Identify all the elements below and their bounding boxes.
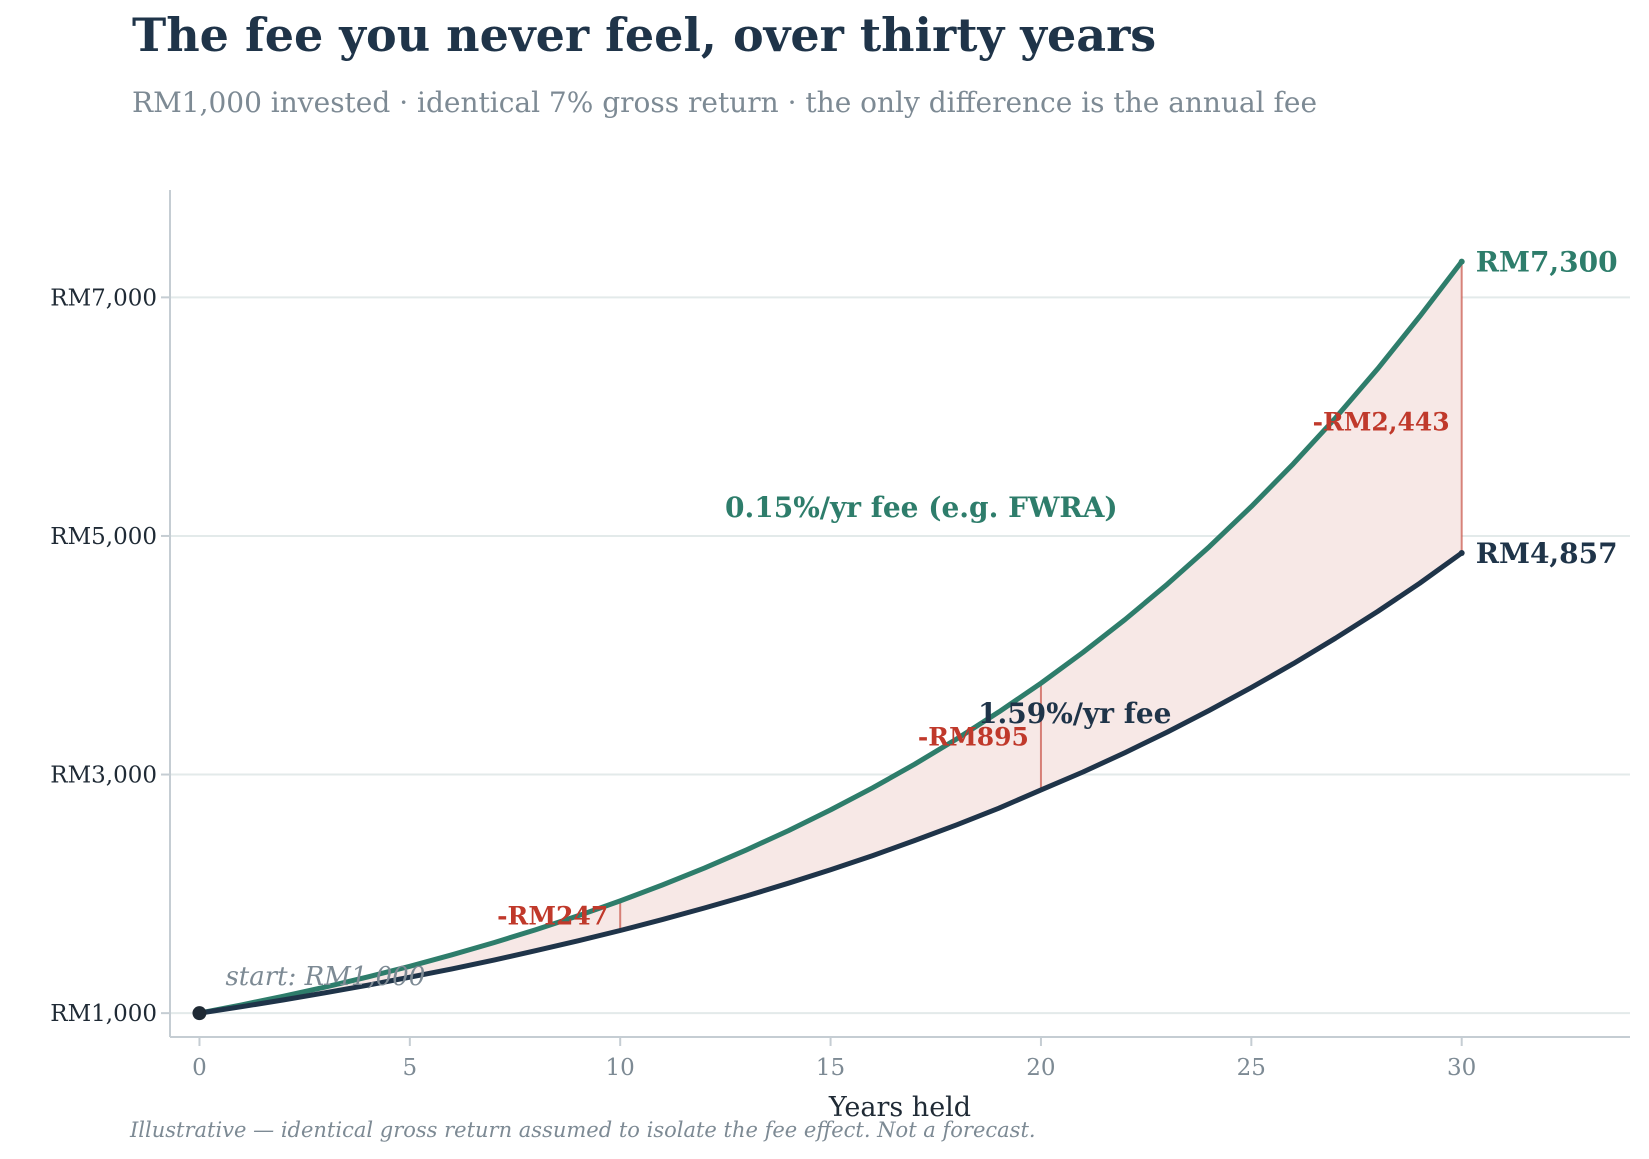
y-tick-label: RM5,000	[50, 524, 157, 550]
x-tick-label: 25	[1237, 1055, 1266, 1081]
series-label-low-fee: 0.15%/yr fee (e.g. FWRA)	[725, 491, 1118, 524]
footnote: Illustrative — identical gross return as…	[130, 1118, 1036, 1142]
x-tick-label: 15	[816, 1055, 845, 1081]
start-label: start: RM1,000	[225, 962, 425, 992]
start-point-marker	[192, 1006, 207, 1021]
y-tick-label: RM7,000	[50, 285, 157, 311]
series-label-high-fee: 1.59%/yr fee	[978, 697, 1171, 730]
x-axis-label: Years held	[828, 1092, 971, 1123]
chart-subtitle: RM1,000 invested · identical 7% gross re…	[132, 86, 1318, 119]
gap-label-year-10: -RM247	[497, 902, 608, 931]
x-tick-label: 0	[192, 1055, 207, 1081]
axes-layer: RM1,000 RM3,000 RM5,000 RM7,000 0 5 10 15 20 25 30	[50, 190, 1630, 1081]
labels-layer: 0.15%/yr fee (e.g. FWRA) 1.59%/yr fee RM…	[225, 246, 1617, 1123]
end-value-label-low-fee: RM7,300	[1476, 246, 1618, 279]
marks-layer	[192, 258, 1465, 1021]
gap-label-year-30: -RM2,443	[1313, 408, 1450, 437]
chart-title: The fee you never feel, over thirty year…	[132, 8, 1157, 62]
end-point-low-fee	[1458, 258, 1465, 265]
y-tick-label: RM1,000	[50, 1001, 157, 1027]
y-tick-label: RM3,000	[50, 763, 157, 789]
fee-gap-area	[199, 261, 1462, 1014]
x-tick-label: 30	[1447, 1055, 1476, 1081]
series-line-low-fee	[197, 259, 1465, 1016]
end-point-high-fee	[1458, 550, 1465, 557]
gap-lines	[619, 261, 1463, 931]
x-tick-label: 5	[403, 1055, 418, 1081]
end-value-label-high-fee: RM4,857	[1476, 537, 1618, 570]
x-tick-label: 20	[1026, 1055, 1055, 1081]
series-line-high-fee	[197, 550, 1465, 1016]
x-tick-label: 10	[606, 1055, 635, 1081]
gap-label-year-20: -RM895	[918, 723, 1029, 752]
